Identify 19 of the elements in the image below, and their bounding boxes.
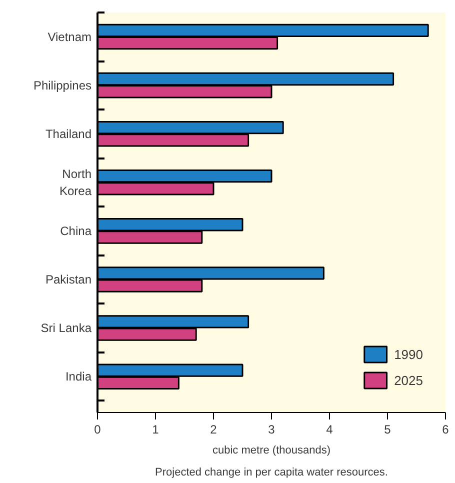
- x-tick-label: 3: [268, 422, 276, 436]
- x-tick-label: 1: [152, 422, 160, 436]
- legend-label: 1990: [394, 346, 423, 362]
- x-tick-label: 0: [94, 422, 102, 436]
- y-tick-label: India: [65, 370, 92, 384]
- y-tick-label: Vietnam: [48, 30, 92, 44]
- legend-label: 2025: [394, 372, 423, 388]
- x-tick-label: 6: [442, 422, 450, 436]
- text: Projected change in per capita water resources.: [155, 466, 388, 478]
- y-tick-label: Thailand: [45, 126, 92, 141]
- y-tick-label: North Korea: [59, 167, 92, 198]
- x-tick-label: 5: [384, 422, 392, 436]
- y-tick-label: Philippines: [33, 78, 92, 92]
- x-tick-label: 4: [326, 422, 334, 436]
- x-tick-label: 2: [210, 422, 218, 436]
- x-axis-title: cubic metre (thousands): [212, 444, 330, 456]
- y-tick-label: Pakistan: [45, 272, 92, 286]
- y-tick-label: China: [60, 224, 92, 238]
- y-tick-label: Sri Lanka: [40, 321, 92, 336]
